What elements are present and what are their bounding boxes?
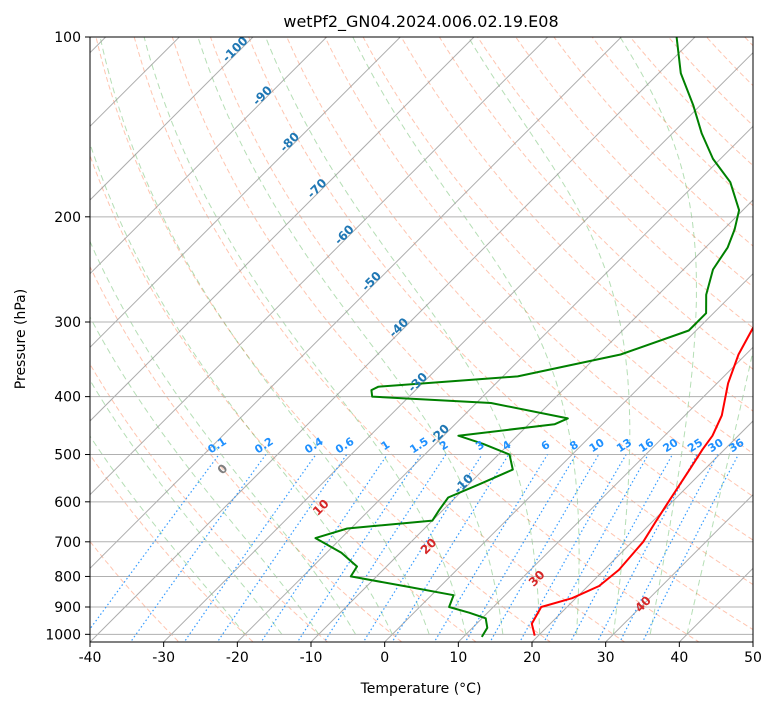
y-tick-label: 700 <box>54 535 81 551</box>
x-tick-label: 0 <box>380 650 389 666</box>
y-tick-label: 300 <box>54 315 81 331</box>
y-tick-label: 100 <box>54 30 81 46</box>
y-tick-label: 600 <box>54 495 81 511</box>
y-axis-label: Pressure (hPa) <box>13 289 29 389</box>
x-tick-label: -10 <box>300 650 323 666</box>
x-tick-label: 40 <box>670 650 688 666</box>
y-tick-label: 1000 <box>45 627 81 643</box>
chart-title: wetPf2_GN04.2024.006.02.19.E08 <box>283 12 558 32</box>
x-tick-label: -30 <box>152 650 175 666</box>
x-tick-label: 20 <box>523 650 541 666</box>
x-tick-label: -20 <box>226 650 249 666</box>
y-tick-label: 900 <box>54 600 81 616</box>
x-tick-label: -40 <box>79 650 102 666</box>
y-tick-label: 800 <box>54 569 81 585</box>
x-tick-label: 10 <box>449 650 467 666</box>
x-tick-label: 30 <box>597 650 615 666</box>
y-tick-label: 400 <box>54 390 81 406</box>
y-tick-label: 500 <box>54 448 81 464</box>
x-tick-label: 50 <box>744 650 762 666</box>
y-tick-label: 200 <box>54 210 81 226</box>
x-axis-label: Temperature (°C) <box>360 681 482 697</box>
